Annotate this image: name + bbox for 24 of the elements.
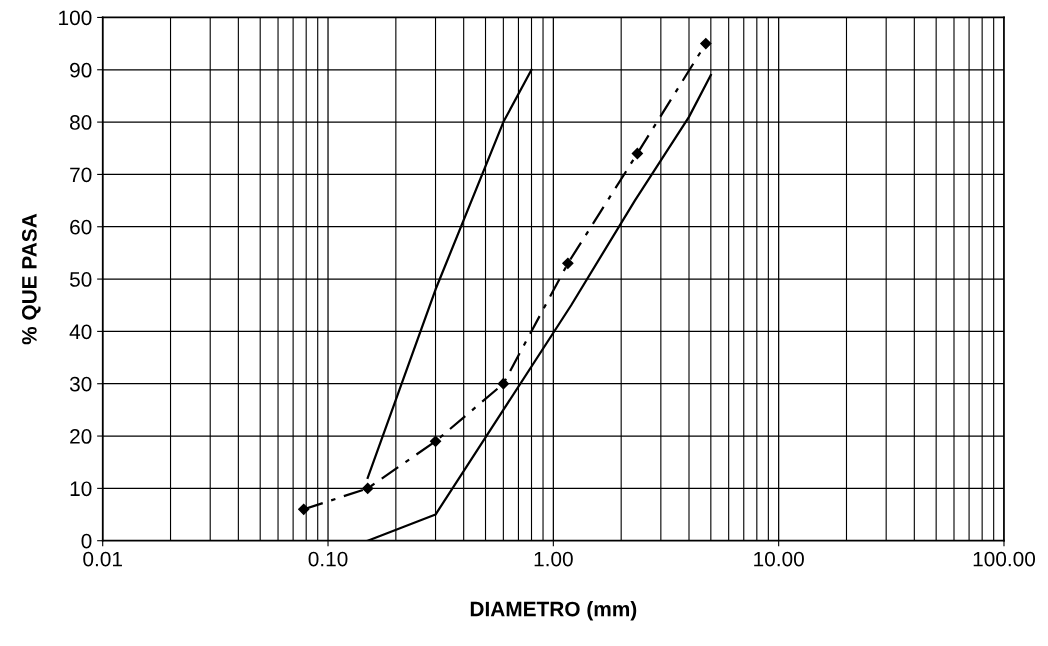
- y-tick-label: 100: [59, 10, 92, 26]
- y-tick-label: 20: [70, 429, 92, 444]
- point: [631, 147, 643, 160]
- point: [429, 435, 442, 447]
- x-axis-title: DIAMETRO (mm): [470, 601, 637, 621]
- point: [497, 378, 509, 390]
- x-tick-label: 0.10: [308, 551, 348, 567]
- y-tick-label: 60: [70, 219, 92, 235]
- y-tick-label: 0: [81, 533, 92, 549]
- y-tick-label: 10: [70, 481, 92, 497]
- point: [700, 37, 712, 50]
- x-tick-label: 100.00: [973, 551, 1036, 567]
- y-tick-label: 80: [70, 115, 92, 130]
- x-tick-label: 1.00: [534, 551, 573, 567]
- y-axis-title: % QUE PASA: [21, 213, 41, 345]
- point: [362, 482, 374, 494]
- y-tick-label: 90: [70, 62, 92, 78]
- x-tick-label: 10.00: [754, 551, 804, 567]
- point: [562, 257, 574, 269]
- y-tick-label: 50: [69, 272, 92, 287]
- x-tick-label: 0.01: [83, 551, 122, 567]
- y-tick-label: 40: [69, 324, 92, 340]
- y-tick-label: 70: [70, 167, 92, 183]
- y-tick-label: 30: [69, 376, 92, 392]
